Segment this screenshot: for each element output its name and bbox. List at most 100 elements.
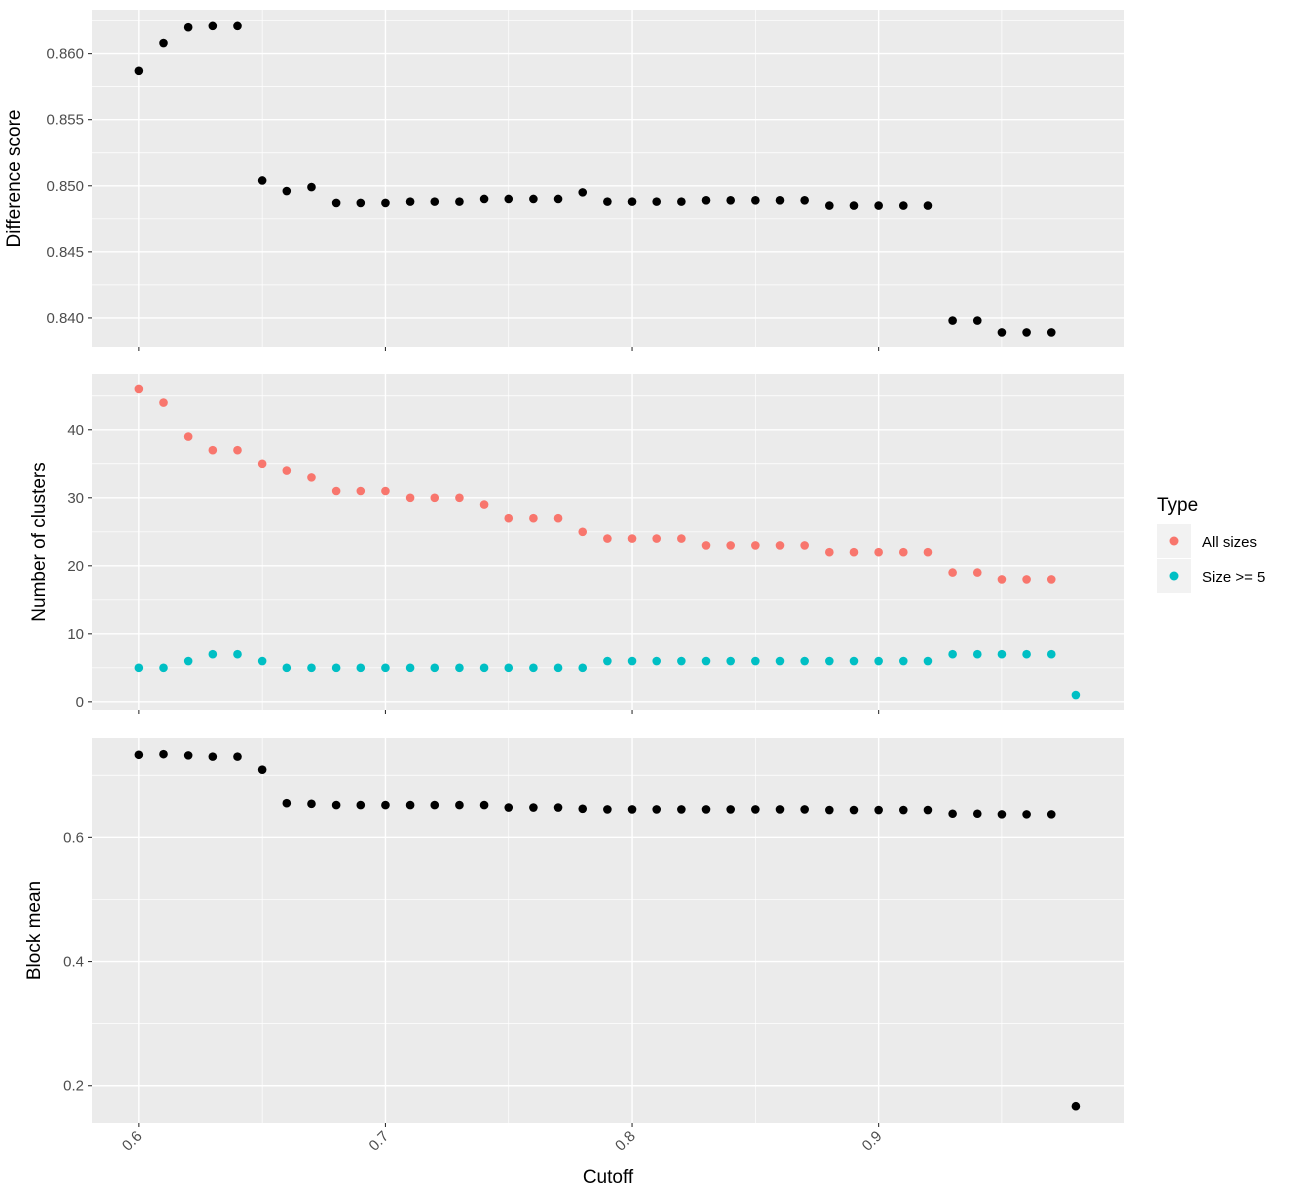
data-point: [627, 805, 637, 814]
y-tick-label: 30: [67, 490, 84, 507]
data-point: [405, 493, 415, 503]
y-axis-title: Difference score: [4, 110, 25, 248]
data-point: [923, 805, 933, 815]
data-point: [701, 196, 711, 205]
data-point: [134, 66, 144, 76]
data-point: [529, 663, 538, 673]
data-point: [1022, 649, 1031, 659]
data-point: [183, 432, 193, 441]
data-point: [331, 663, 341, 673]
data-point: [553, 663, 563, 673]
data-point: [381, 198, 390, 208]
data-point: [257, 765, 267, 774]
data-point: [381, 486, 390, 496]
data-point: [1046, 328, 1056, 337]
data-point: [1022, 810, 1031, 819]
data-point: [898, 656, 908, 666]
data-point: [677, 534, 686, 543]
data-point: [159, 749, 168, 759]
panel-number-of-clusters: 0 10 20 30 40 Number of clusters: [29, 374, 1124, 714]
data-point: [208, 649, 218, 659]
data-point: [307, 473, 316, 482]
data-point: [282, 663, 292, 673]
data-point: [282, 466, 292, 475]
data-point: [800, 805, 809, 814]
data-point: [800, 541, 809, 550]
data-point: [282, 798, 292, 808]
data-point: [627, 534, 637, 543]
data-point: [775, 656, 785, 666]
data-point: [898, 201, 908, 210]
data-point: [800, 196, 809, 205]
data-point: [455, 663, 464, 673]
data-point: [553, 194, 563, 204]
y-tick-label: 10: [67, 626, 84, 643]
data-point: [652, 656, 662, 666]
data-point: [701, 805, 711, 814]
data-point: [356, 198, 366, 208]
data-point: [652, 534, 662, 543]
data-point: [331, 800, 341, 810]
data-point: [874, 201, 883, 210]
data-point: [972, 316, 982, 325]
y-tick-label: 0.6: [63, 829, 84, 846]
data-point: [529, 513, 538, 523]
data-point: [627, 197, 637, 206]
data-point: [159, 663, 168, 673]
data-point: [183, 22, 193, 32]
data-point: [627, 656, 637, 666]
panel-block-mean: 0.2 0.4 0.6 Block mean: [24, 738, 1124, 1127]
data-point: [997, 649, 1007, 659]
data-point: [825, 805, 834, 815]
data-point: [159, 398, 168, 407]
y-tick-label: 0.845: [46, 244, 84, 261]
data-point: [1022, 328, 1031, 337]
data-point: [356, 663, 366, 673]
data-point: [208, 752, 218, 761]
data-point: [898, 547, 908, 557]
data-point: [233, 21, 242, 31]
data-point: [455, 493, 464, 503]
data-point: [923, 547, 933, 557]
data-point: [257, 656, 267, 666]
data-point: [405, 197, 415, 206]
data-point: [603, 656, 612, 666]
y-tick-label: 0.855: [46, 112, 84, 129]
data-point: [504, 803, 514, 812]
data-point: [356, 486, 366, 496]
data-point: [923, 656, 933, 666]
data-point: [1046, 575, 1056, 584]
data-point: [726, 656, 735, 666]
data-point: [208, 21, 218, 31]
data-point: [134, 750, 144, 760]
data-point: [726, 196, 735, 205]
y-tick-label: 0.4: [63, 954, 84, 971]
data-point: [479, 663, 489, 673]
x-tick-label: 0.9: [859, 1128, 886, 1155]
data-point: [652, 805, 662, 814]
data-point: [775, 805, 785, 814]
data-point: [825, 201, 834, 210]
data-point: [529, 803, 538, 812]
data-point: [381, 663, 390, 673]
data-point: [726, 541, 735, 550]
data-point: [849, 547, 859, 557]
data-point: [898, 805, 908, 815]
data-point: [825, 656, 834, 666]
y-tick-label: 20: [67, 558, 84, 575]
data-point: [307, 182, 316, 192]
data-point: [208, 445, 218, 455]
x-tick-label: 0.6: [119, 1128, 146, 1155]
data-point: [331, 486, 341, 496]
data-point: [825, 547, 834, 557]
data-point: [430, 663, 440, 673]
data-point: [849, 656, 859, 666]
data-point: [504, 663, 514, 673]
data-point: [751, 196, 760, 205]
legend-title: Type: [1157, 495, 1198, 516]
x-axis: 0.6 0.7 0.8 0.9 Cutoff: [119, 1128, 886, 1188]
y-axis-title: Block mean: [24, 881, 45, 980]
data-point: [134, 663, 144, 673]
data-point: [923, 201, 933, 210]
